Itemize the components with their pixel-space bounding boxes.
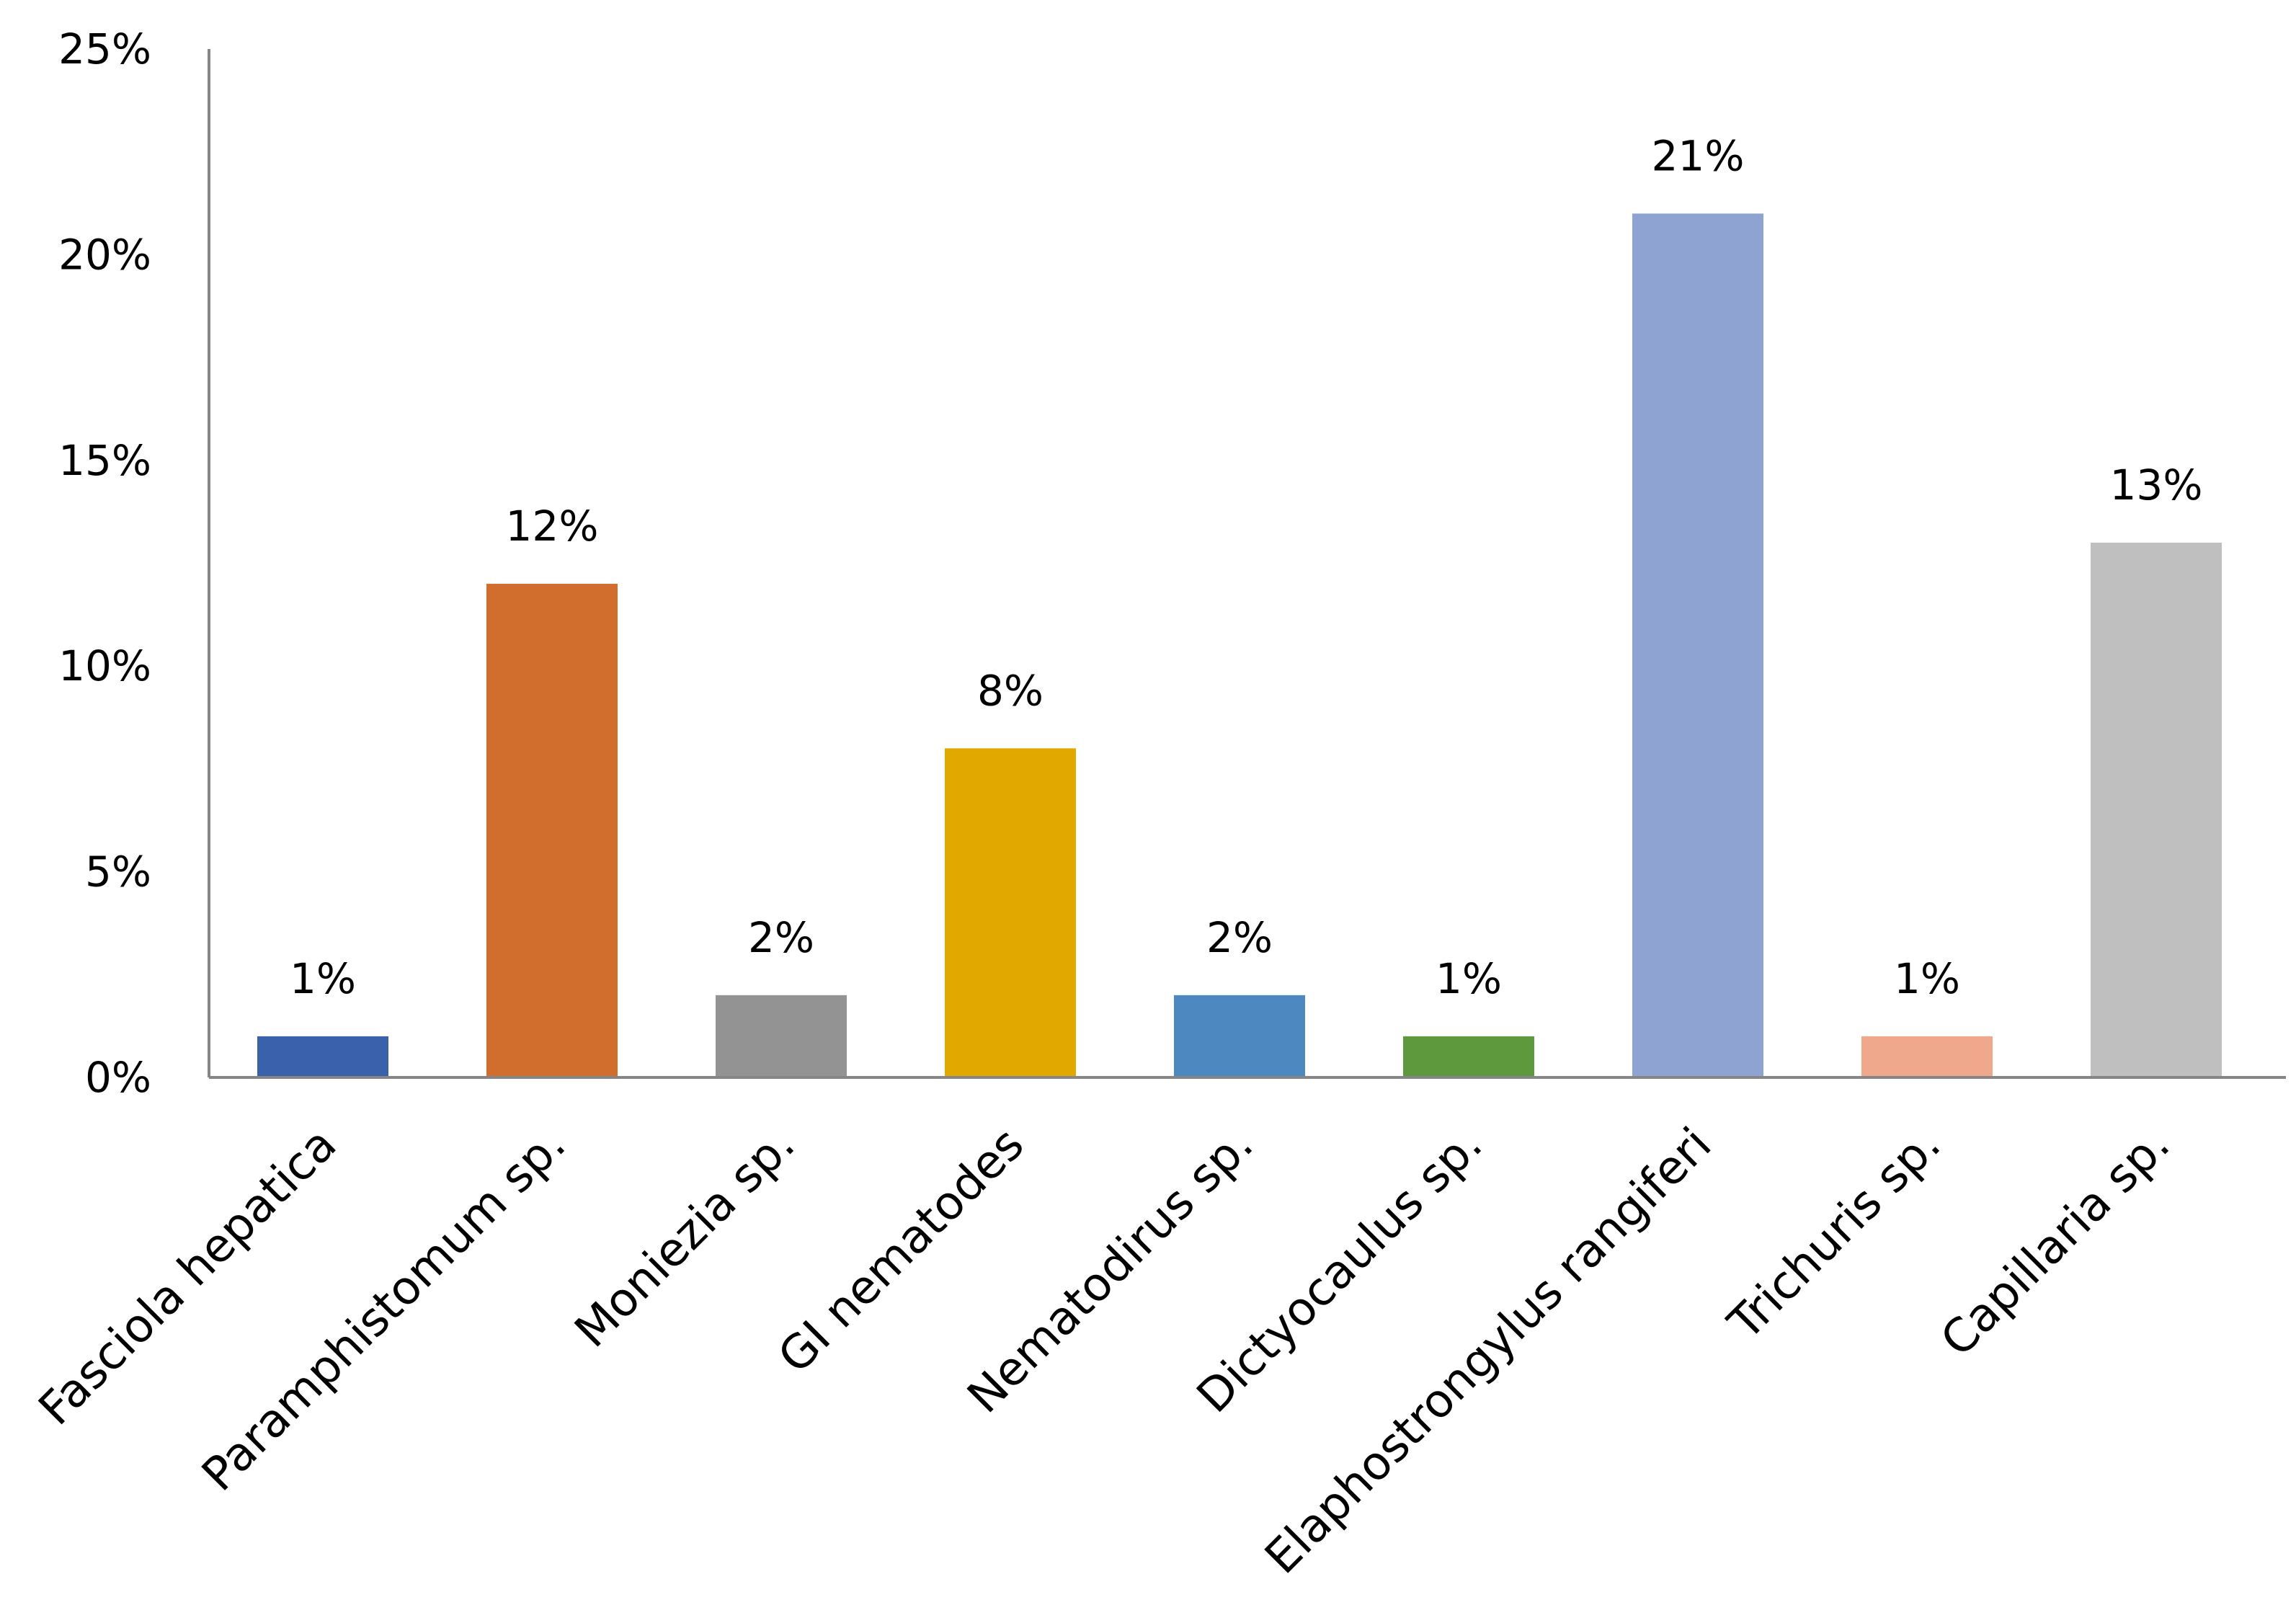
data-label: 13% bbox=[2110, 461, 2203, 510]
y-tick-label: 0% bbox=[85, 1053, 151, 1102]
data-label: 1% bbox=[290, 954, 356, 1003]
data-label: 2% bbox=[1206, 913, 1273, 962]
bar bbox=[1861, 1036, 1993, 1077]
y-tick-label: 5% bbox=[85, 848, 151, 897]
bar bbox=[1174, 995, 1305, 1077]
data-label: 2% bbox=[748, 913, 814, 962]
data-label: 12% bbox=[506, 502, 599, 551]
bar bbox=[1632, 213, 1763, 1077]
x-tick-label: Trichuris sp. bbox=[1718, 1118, 1951, 1351]
y-tick-label: 15% bbox=[58, 436, 151, 485]
data-label: 1% bbox=[1436, 954, 1502, 1003]
bar bbox=[945, 748, 1076, 1077]
y-tick-label: 20% bbox=[58, 230, 151, 279]
x-tick-label: Paramphistomum sp. bbox=[192, 1118, 577, 1502]
data-label: 1% bbox=[1894, 954, 1960, 1003]
bar bbox=[1403, 1036, 1534, 1077]
data-label: 8% bbox=[977, 666, 1044, 715]
bar bbox=[486, 584, 618, 1077]
bars bbox=[257, 213, 2222, 1077]
y-axis-ticks: 0% 5% 10% 15% 20% 25% bbox=[58, 25, 151, 1102]
bar bbox=[2091, 542, 2222, 1077]
bar bbox=[716, 995, 847, 1077]
x-tick-label: Elaphostrongylus rangiferi bbox=[1255, 1118, 1722, 1585]
data-label: 21% bbox=[1652, 131, 1745, 180]
bar bbox=[257, 1036, 388, 1077]
y-tick-label: 10% bbox=[58, 641, 151, 690]
x-tick-label: Capillaria sp. bbox=[1931, 1118, 2180, 1367]
x-tick-label: Moniezia sp. bbox=[565, 1118, 805, 1358]
x-tick-label: GI nematodes bbox=[768, 1118, 1034, 1384]
data-labels: 1% 12% 2% 8% 2% 1% 21% 1% 13% bbox=[290, 131, 2202, 1003]
y-tick-label: 25% bbox=[58, 25, 151, 74]
